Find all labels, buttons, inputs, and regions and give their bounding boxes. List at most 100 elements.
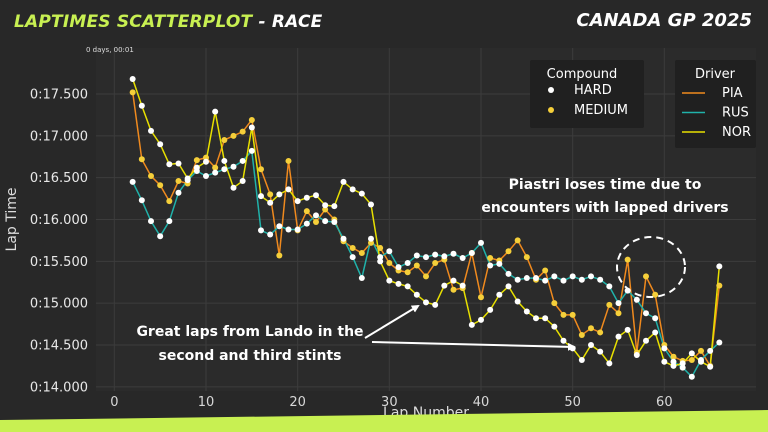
data-point-rus [322,218,329,225]
axis-offset-label: 0 days, 00:01 [86,46,134,54]
data-point-rus [413,252,420,259]
data-point-rus [450,250,457,257]
x-tick-label: 40 [473,395,490,410]
data-point-rus [478,239,484,246]
data-point-nor [166,161,173,168]
data-point-pia [542,267,549,274]
data-point-nor [294,198,301,205]
data-point-rus [148,218,154,225]
data-point-rus [221,166,228,173]
data-point-pia [423,273,429,280]
y-tick-label: 0:17.000 [30,129,88,144]
data-point-rus [368,235,374,242]
data-point-rus [395,264,402,271]
data-point-rus [340,235,347,242]
data-point-rus [138,197,145,204]
data-point-nor [652,329,659,336]
data-point-rus [294,226,301,233]
compound-legend-label: HARD [574,83,612,98]
data-point-nor [322,202,329,209]
data-point-pia [285,157,292,164]
x-tick-label: 20 [289,395,306,410]
data-point-pia [349,244,356,251]
data-point-pia [478,294,484,301]
data-point-pia [432,260,439,267]
data-point-rus [459,254,466,261]
data-point-nor [239,178,246,185]
data-point-rus [514,276,521,283]
data-point-rus [404,260,411,267]
data-point-pia [698,347,704,354]
data-point-nor [432,301,439,308]
data-point-nor [377,258,384,265]
annotation-lando-line2: second and third stints [159,348,342,364]
data-point-nor [716,263,723,270]
data-point-nor [258,193,264,200]
annotation-piastri-line2: encounters with lapped drivers [481,200,728,216]
data-point-pia [688,357,695,364]
data-point-pia [404,269,411,276]
data-point-pia [303,208,310,215]
data-point-nor [468,321,475,328]
compound-legend-box [530,60,644,128]
data-point-nor [560,337,567,344]
data-point-pia [386,260,393,267]
data-point-nor [340,178,347,185]
data-point-rus [423,254,429,261]
data-point-pia [643,273,649,280]
data-point-rus [212,169,219,176]
data-point-rus [505,270,512,277]
data-point-nor [413,291,420,298]
title-rest: - RACE [252,12,323,32]
x-tick-label: 10 [198,395,215,410]
data-point-rus [487,262,494,269]
data-point-nor [175,160,182,167]
data-point-pia [148,172,154,179]
data-point-pia [212,164,219,171]
data-point-rus [248,147,255,154]
data-point-pia [221,137,228,144]
data-point-pia [157,182,164,189]
data-point-nor [514,298,521,305]
compound-legend-marker [548,107,554,113]
data-point-pia [615,310,622,317]
data-point-nor [478,316,484,323]
data-point-rus [523,275,530,282]
data-point-rus [578,276,585,283]
data-point-rus [542,277,549,284]
data-point-rus [258,227,264,234]
data-point-nor [698,358,704,365]
annotation-lando-line1: Great laps from Lando in the [136,324,363,340]
data-point-pia [368,239,374,246]
data-point-nor [313,192,319,199]
data-point-rus [239,157,246,164]
data-point-pia [230,132,237,139]
data-point-nor [624,326,631,333]
data-point-rus [203,172,209,179]
data-point-pia [413,262,420,269]
data-point-nor [138,102,145,109]
data-point-rus [432,251,439,258]
data-point-nor [505,283,512,290]
driver-legend-label: NOR [722,125,751,140]
data-point-rus [496,260,503,267]
x-tick-label: 60 [656,395,673,410]
driver-legend-title: Driver [695,67,736,82]
data-point-pia [514,237,521,244]
data-point-nor [148,127,154,134]
data-point-rus [276,223,283,230]
data-point-rus [533,275,539,282]
data-point-pia [569,311,576,318]
data-point-pia [670,353,677,360]
data-point-nor [707,363,714,370]
data-point-pia [258,166,264,173]
data-point-nor [349,186,356,193]
data-point-nor [221,157,228,164]
data-point-rus [441,253,448,260]
data-point-rus [157,233,164,240]
data-point-nor [615,333,622,340]
data-point-rus [331,219,338,226]
data-point-rus [588,273,594,280]
data-point-rus [679,364,686,371]
data-point-rus [615,300,622,307]
